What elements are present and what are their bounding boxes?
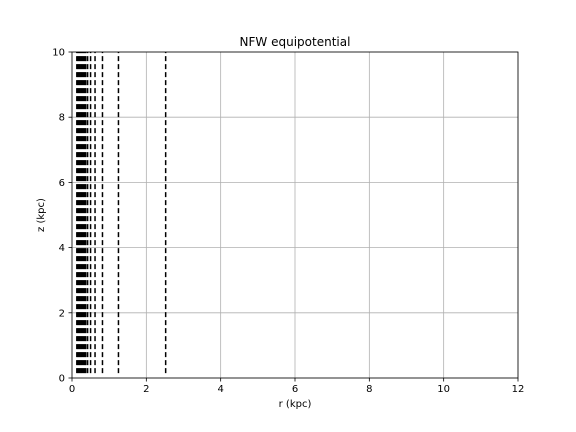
x-tick-label: 10 [437,384,450,395]
x-tick-label: 8 [366,384,372,395]
y-tick-label: 4 [59,243,65,254]
x-tick-label: 2 [143,384,149,395]
y-axis-ticks: 0 2 4 6 8 10 [52,48,72,385]
x-tick-label: 12 [512,384,525,395]
contour-lines [76,52,167,374]
x-axis-label: r (kpc) [279,399,312,410]
y-tick-label: 0 [59,374,65,385]
chart-title: NFW equipotential [240,35,351,49]
y-tick-label: 8 [59,113,65,124]
x-tick-label: 6 [292,384,298,395]
y-tick-label: 2 [59,308,65,319]
x-tick-label: 4 [217,384,223,395]
y-tick-label: 10 [52,48,65,59]
y-tick-label: 6 [59,178,65,189]
x-tick-label: 0 [69,384,75,395]
y-axis-label: z (kpc) [36,198,47,232]
x-axis-ticks: 0 2 4 6 8 10 12 [69,378,525,395]
